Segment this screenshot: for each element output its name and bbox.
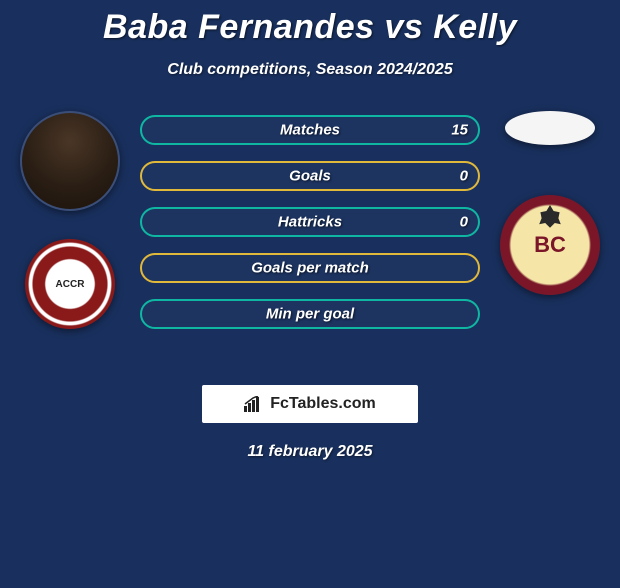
stat-right-value: 15 [451,122,468,139]
player-right-avatar [505,111,595,145]
right-player-column: BC [490,111,610,295]
stat-label: Min per goal [142,306,478,323]
stat-right-value: 0 [460,168,468,185]
club-badge-right: BC [500,195,600,295]
comparison-panel: ACCR BC Matches 15 Goals 0 Hattricks 0 G… [0,115,620,375]
club-badge-left: ACCR [25,239,115,329]
stat-label: Hattricks [142,214,478,231]
stat-label: Goals per match [142,260,478,277]
stat-row-min-per-goal: Min per goal [140,299,480,329]
left-player-column: ACCR [10,111,130,329]
stat-label: Matches [142,122,478,139]
stat-row-goals-per-match: Goals per match [140,253,480,283]
player-left-avatar [20,111,120,211]
stat-row-hattricks: Hattricks 0 [140,207,480,237]
watermark: FcTables.com [202,385,418,423]
club-badge-right-label: BC [534,232,566,258]
stat-label: Goals [142,168,478,185]
stat-row-matches: Matches 15 [140,115,480,145]
chart-icon [244,396,264,412]
watermark-text: FcTables.com [270,395,376,413]
stat-rows: Matches 15 Goals 0 Hattricks 0 Goals per… [140,115,480,345]
club-badge-left-label: ACCR [56,279,85,290]
stat-row-goals: Goals 0 [140,161,480,191]
date-label: 11 february 2025 [0,443,620,461]
stat-right-value: 0 [460,214,468,231]
page-title: Baba Fernandes vs Kelly [0,8,620,47]
subtitle: Club competitions, Season 2024/2025 [0,61,620,79]
